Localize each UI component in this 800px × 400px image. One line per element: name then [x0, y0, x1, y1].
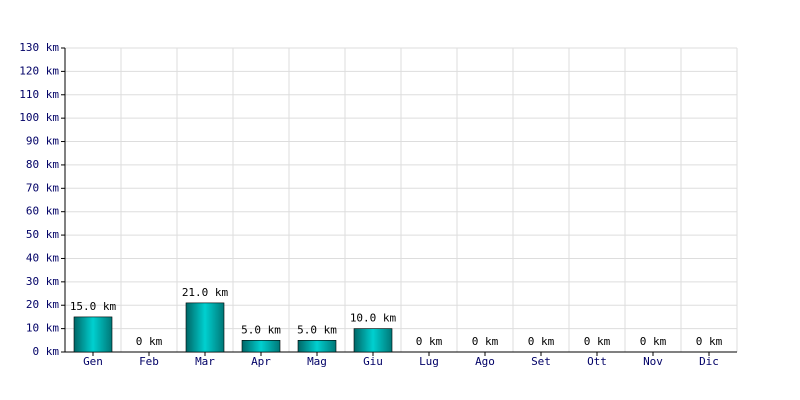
y-tick-label: 100 km: [19, 111, 59, 124]
value-label: 0 km: [416, 335, 443, 348]
y-tick-label: 0 km: [33, 345, 60, 358]
value-label: 15.0 km: [70, 300, 117, 313]
y-tick-label: 40 km: [26, 251, 59, 264]
y-tick-label: 20 km: [26, 298, 59, 311]
x-tick-label: Mag: [307, 355, 327, 368]
value-label: 0 km: [696, 335, 723, 348]
value-label: 5.0 km: [297, 323, 337, 336]
value-label: 0 km: [640, 335, 667, 348]
x-tick-label: Nov: [643, 355, 663, 368]
value-label: 5.0 km: [241, 323, 281, 336]
x-tick-label: Dic: [699, 355, 719, 368]
value-label: 0 km: [528, 335, 555, 348]
bar: [185, 302, 225, 353]
y-tick-label: 70 km: [26, 181, 59, 194]
x-tick-label: Set: [531, 355, 551, 368]
value-label: 0 km: [584, 335, 611, 348]
x-tick-label: Giu: [363, 355, 383, 368]
y-tick-label: 50 km: [26, 228, 59, 241]
y-tick-label: 110 km: [19, 88, 59, 101]
value-label: 10.0 km: [350, 312, 397, 325]
x-tick-label: Mar: [195, 355, 215, 368]
bar: [73, 316, 113, 353]
value-label: 0 km: [472, 335, 499, 348]
value-label: 0 km: [136, 335, 163, 348]
x-tick-label: Ott: [587, 355, 607, 368]
x-tick-label: Ago: [475, 355, 495, 368]
y-tick-label: 80 km: [26, 158, 59, 171]
y-tick-label: 90 km: [26, 135, 59, 148]
value-label: 21.0 km: [182, 286, 229, 299]
y-tick-label: 130 km: [19, 41, 59, 54]
y-tick-label: 30 km: [26, 275, 59, 288]
bar: [353, 328, 393, 353]
y-tick-label: 60 km: [26, 205, 59, 218]
y-tick-label: 120 km: [19, 64, 59, 77]
x-tick-label: Gen: [83, 355, 103, 368]
bar: [241, 340, 281, 353]
bar: [297, 340, 337, 353]
x-tick-label: Lug: [419, 355, 439, 368]
x-tick-label: Apr: [251, 355, 271, 368]
x-tick-label: Feb: [139, 355, 159, 368]
y-tick-label: 10 km: [26, 322, 59, 335]
